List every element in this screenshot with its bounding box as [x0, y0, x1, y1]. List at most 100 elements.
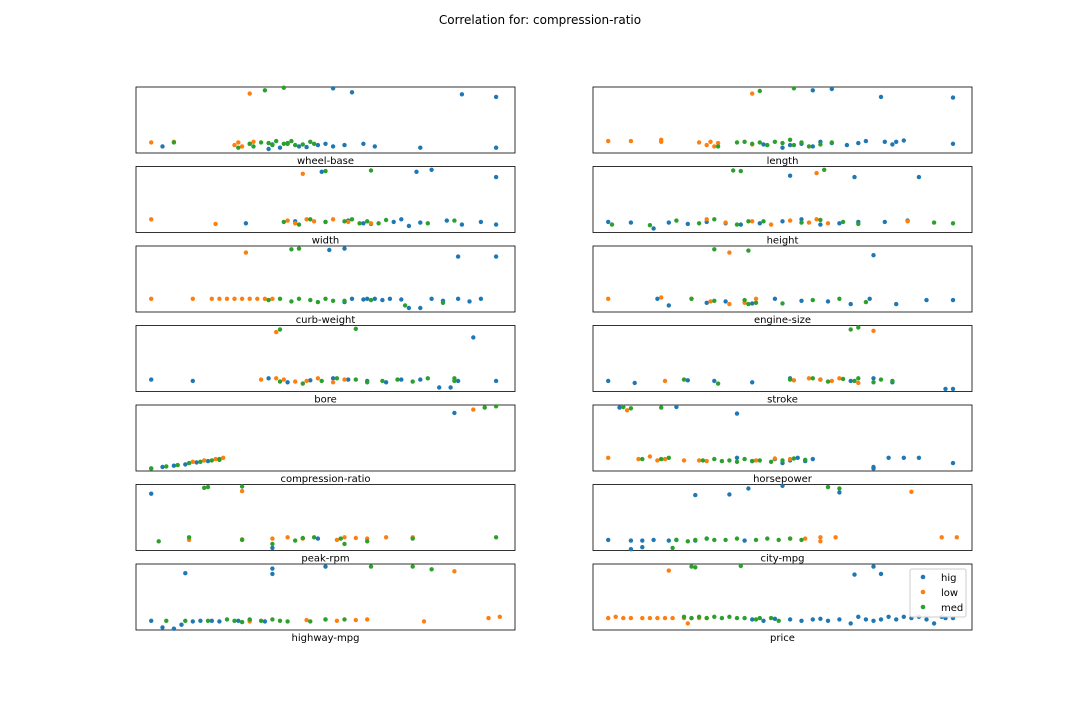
point-hig: [651, 537, 656, 543]
point-med: [365, 219, 370, 224]
point-hig: [734, 455, 740, 460]
point-med: [365, 539, 370, 544]
point-med: [164, 618, 169, 623]
point-hig: [149, 618, 154, 623]
point-hig: [799, 618, 804, 623]
point-hig: [931, 621, 937, 626]
point-hig: [780, 145, 785, 150]
point-hig: [628, 547, 634, 552]
point-low: [647, 615, 653, 621]
point-hig: [742, 538, 747, 543]
point-low: [753, 458, 759, 463]
point-hig: [810, 617, 815, 622]
point-hig: [471, 335, 476, 340]
point-med: [239, 484, 245, 489]
point-med: [289, 138, 294, 144]
point-med: [727, 458, 732, 463]
point-hig: [894, 617, 899, 622]
point-med: [311, 141, 317, 146]
point-med: [175, 462, 180, 468]
point-med: [734, 140, 740, 145]
point-low: [304, 617, 309, 623]
point-low: [224, 296, 230, 301]
point-hig: [916, 174, 922, 180]
point-med: [742, 456, 747, 462]
point-low: [905, 219, 910, 224]
point-hig: [871, 253, 876, 258]
point-low: [270, 296, 275, 301]
point-med: [258, 618, 264, 623]
point-hig: [459, 92, 465, 97]
point-hig: [878, 94, 884, 100]
point-hig: [160, 144, 165, 149]
point-hig: [330, 376, 336, 381]
panel-highway-mpg: highway-mpg: [135, 563, 516, 644]
point-med: [818, 142, 823, 147]
point-med: [296, 246, 302, 251]
point-low: [304, 378, 309, 384]
point-med: [239, 619, 245, 625]
point-low: [704, 142, 709, 148]
point-med: [746, 248, 751, 253]
point-med: [659, 405, 664, 410]
point-med: [353, 377, 358, 382]
point-hig: [886, 455, 891, 460]
point-low: [239, 296, 245, 301]
point-med: [270, 617, 275, 622]
point-med: [239, 537, 245, 543]
point-low: [368, 221, 374, 226]
point-low: [662, 615, 668, 621]
point-med: [300, 535, 305, 541]
point-hig: [890, 142, 895, 147]
point-hig: [901, 138, 906, 143]
point-med: [689, 296, 694, 301]
xlabel-peak-rpm: peak-rpm: [301, 554, 349, 565]
point-med: [837, 486, 842, 491]
point-med: [270, 541, 275, 547]
point-hig: [399, 297, 404, 302]
point-med: [806, 144, 812, 149]
point-hig: [757, 221, 762, 226]
point-low: [829, 378, 834, 384]
point-low: [232, 296, 237, 301]
point-low: [232, 142, 237, 148]
point-med: [791, 86, 797, 91]
point-low: [606, 615, 611, 621]
point-hig: [704, 300, 709, 305]
point-low: [270, 536, 275, 541]
point-med: [753, 300, 759, 305]
point-hig: [217, 619, 222, 624]
subplot-grid: wheel-base length width height curb-weight en…: [135, 85, 973, 644]
point-hig: [651, 226, 656, 231]
point-hig: [950, 297, 956, 303]
point-hig: [266, 146, 271, 152]
point-med: [277, 379, 283, 384]
point-hig: [452, 410, 457, 416]
panel-frame: [592, 325, 973, 392]
point-low: [715, 140, 721, 146]
point-hig: [894, 301, 899, 307]
point-low: [791, 378, 797, 383]
point-hig: [750, 380, 755, 385]
point-low: [149, 140, 154, 145]
point-hig: [266, 376, 271, 381]
xlabel-stroke: stroke: [767, 395, 798, 406]
point-med: [224, 617, 230, 622]
point-hig: [323, 564, 328, 569]
point-med: [156, 539, 161, 544]
point-med: [217, 456, 222, 462]
point-med: [308, 217, 313, 222]
point-low: [666, 568, 671, 573]
point-hig: [628, 538, 634, 543]
point-low: [315, 376, 321, 381]
point-med: [353, 326, 358, 331]
point-hig: [950, 95, 956, 100]
point-low: [662, 456, 668, 462]
point-med: [829, 140, 834, 145]
point-med: [410, 564, 415, 569]
point-hig: [871, 466, 876, 471]
point-med: [837, 296, 842, 301]
point-med: [186, 535, 192, 540]
point-low: [149, 217, 154, 222]
point-low: [939, 535, 944, 540]
